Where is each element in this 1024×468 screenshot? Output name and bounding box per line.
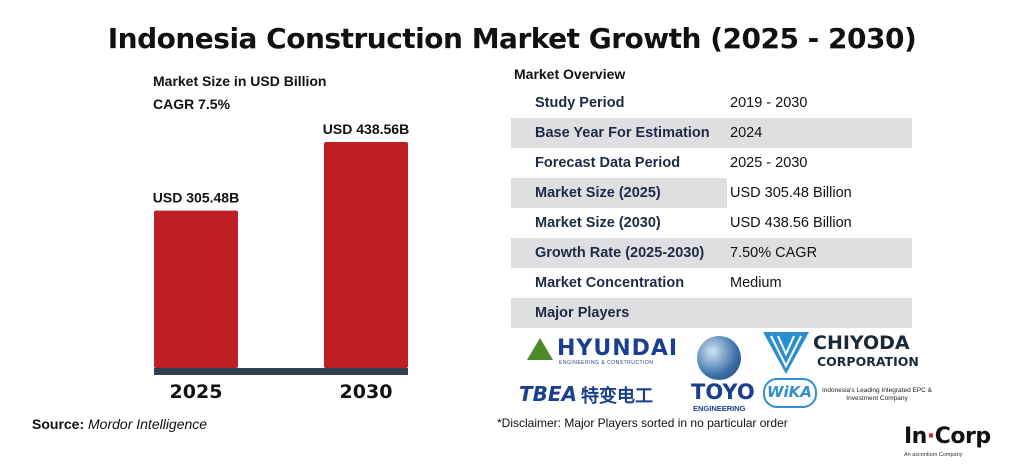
overview-value: 2019 - 2030	[730, 95, 808, 111]
toyo-logo-subtitle: ENGINEERING	[693, 404, 746, 413]
overview-row-forecast-period: Forecast Data Period 2025 - 2030	[511, 148, 912, 178]
overview-label: Market Size (2025)	[535, 185, 661, 201]
source-label: Source:	[32, 416, 85, 432]
x-tick-label: 2025	[170, 381, 223, 403]
overview-value: Medium	[730, 275, 782, 291]
x-axis-line	[154, 368, 408, 375]
overview-row-concentration: Market Concentration Medium	[511, 268, 912, 298]
overview-row-growth-rate: Growth Rate (2025-2030) 7.50% CAGR	[511, 238, 912, 268]
wika-logo-description: Indonesia's Leading Integrated EPC & Inv…	[821, 387, 932, 402]
source-name: Mordor Intelligence	[88, 416, 208, 432]
overview-value: USD 305.48 Billion	[727, 178, 912, 208]
brand-name-b: Corp	[934, 424, 991, 449]
chiyoda-logo-subtitle: CORPORATION	[817, 354, 919, 369]
major-players-logos: HYUNDAI ENGINEERING & CONSTRUCTION CHIYO…	[511, 330, 932, 413]
hyundai-logo-subtitle: ENGINEERING & CONSTRUCTION	[559, 360, 654, 366]
toyo-logo: TOYO	[691, 380, 755, 404]
overview-table: Study Period 2019 - 2030 Base Year For E…	[511, 88, 912, 328]
overview-value: USD 438.56 Billion	[730, 215, 852, 231]
tbea-logo-chinese: 特变电工	[581, 386, 653, 407]
brand-dot: ·	[926, 424, 935, 449]
overview-label: Market Size (2030)	[535, 215, 661, 231]
brand-logo: In·Corp	[904, 424, 991, 449]
bar	[154, 210, 238, 368]
overview-value: 2024	[730, 125, 763, 141]
overview-label: Market Concentration	[535, 275, 685, 291]
overview-label: Study Period	[535, 95, 625, 111]
hyundai-logo-icon	[527, 338, 553, 360]
overview-row-base-year: Base Year For Estimation 2024	[511, 118, 912, 148]
data-label: USD 438.56B	[323, 121, 409, 137]
overview-label: Base Year For Estimation	[535, 125, 710, 141]
overview-heading: Market Overview	[514, 66, 626, 82]
overview-row-major-players: Major Players	[511, 298, 912, 328]
disclaimer: *Disclaimer: Major Players sorted in no …	[497, 416, 788, 430]
overview-value: 2025 - 2030	[730, 155, 808, 171]
source-note: Source: Mordor Intelligence	[32, 416, 207, 432]
cagr-label: CAGR 7.5%	[153, 96, 231, 112]
chiyoda-logo-icon	[763, 332, 809, 374]
brand-name-a: In	[904, 424, 927, 449]
tbea-logo: TBEA	[519, 382, 578, 406]
bar-chart: USD 305.48B 2025 USD 438.56B 2030	[153, 121, 409, 403]
x-tick-label: 2030	[340, 381, 393, 403]
brand-tagline: An ascentium Company	[904, 452, 963, 458]
page-title: Indonesia Construction Market Growth (20…	[107, 22, 917, 55]
bar	[324, 142, 408, 368]
overview-label: Forecast Data Period	[535, 155, 681, 171]
wika-logo-frame	[763, 378, 817, 408]
overview-row-market-size-2030: Market Size (2030) USD 438.56 Billion	[511, 208, 912, 238]
overview-label: Major Players	[535, 305, 630, 321]
overview-value: 7.50% CAGR	[730, 245, 818, 261]
wika-logo: WiKA	[767, 383, 812, 401]
data-label: USD 305.48B	[153, 190, 239, 206]
globe-logo-icon	[697, 336, 741, 380]
chiyoda-logo: CHIYODA	[813, 332, 910, 354]
overview-label: Growth Rate (2025-2030)	[535, 245, 705, 261]
market-size-label: Market Size in USD Billion	[153, 73, 327, 89]
overview-row-study-period: Study Period 2019 - 2030	[511, 88, 912, 118]
overview-row-market-size-2025: Market Size (2025) USD 305.48 Billion	[511, 178, 912, 208]
hyundai-logo: HYUNDAI	[557, 336, 679, 361]
